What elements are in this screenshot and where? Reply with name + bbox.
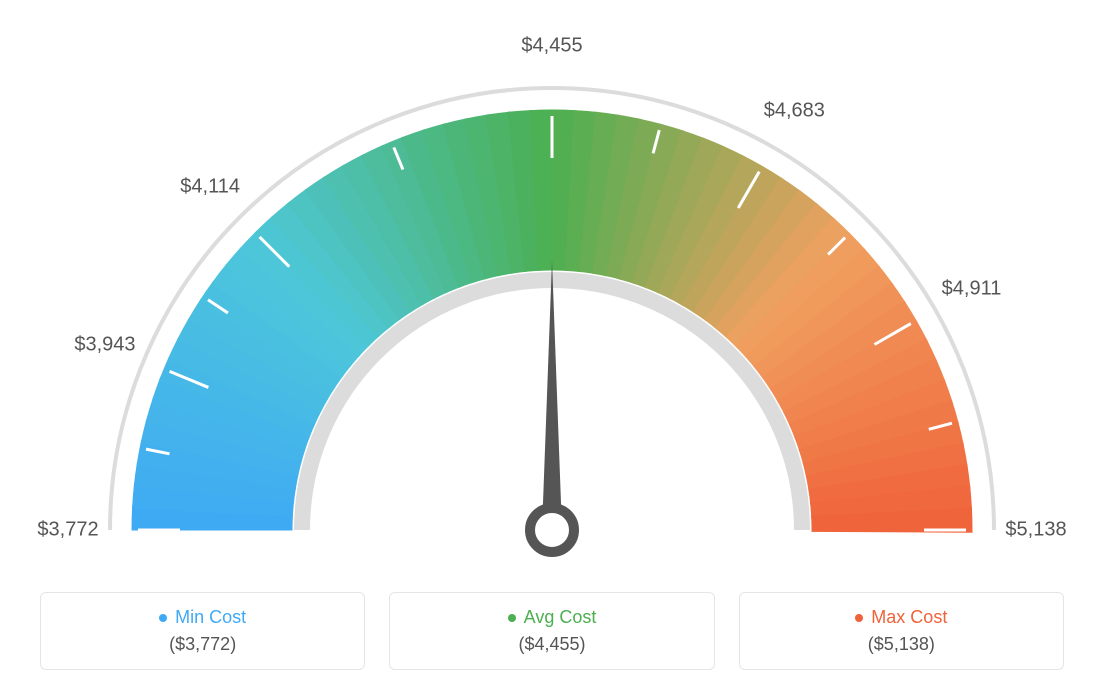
gauge-tick-label: $4,683 <box>764 100 825 123</box>
legend-label-avg: Avg Cost <box>524 607 597 628</box>
legend-value-avg: ($4,455) <box>518 634 585 655</box>
gauge-svg <box>0 10 1104 570</box>
legend-top: Min Cost <box>159 607 246 628</box>
legend-top: Max Cost <box>855 607 947 628</box>
legend-label-max: Max Cost <box>871 607 947 628</box>
legend-dot-avg <box>508 614 516 622</box>
cost-gauge: $3,772 $3,943 $4,114 $4,455 $4,683 $4,911 $5,1… <box>0 10 1104 570</box>
legend-card-min: Min Cost ($3,772) <box>40 592 365 670</box>
gauge-tick-label: $3,943 <box>74 333 135 356</box>
gauge-tick-label: $5,138 <box>1005 519 1066 542</box>
legend-dot-min <box>159 614 167 622</box>
legend-top: Avg Cost <box>508 607 597 628</box>
legend-label-min: Min Cost <box>175 607 246 628</box>
gauge-tick-label: $3,772 <box>37 519 98 542</box>
legend-value-min: ($3,772) <box>169 634 236 655</box>
gauge-tick-label: $4,911 <box>942 277 1002 300</box>
legend-card-max: Max Cost ($5,138) <box>739 592 1064 670</box>
gauge-tick-label: $4,455 <box>521 35 582 58</box>
gauge-tick-label: $4,114 <box>180 176 240 199</box>
legend-card-avg: Avg Cost ($4,455) <box>389 592 714 670</box>
legend-row: Min Cost ($3,772) Avg Cost ($4,455) Max … <box>0 592 1104 670</box>
legend-dot-max <box>855 614 863 622</box>
legend-value-max: ($5,138) <box>868 634 935 655</box>
